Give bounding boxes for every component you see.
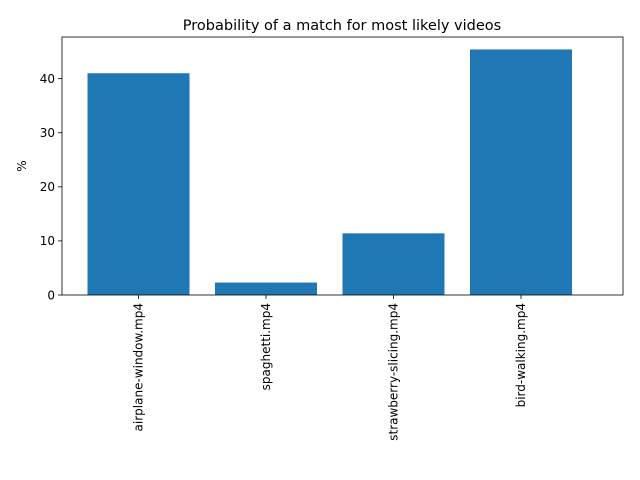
x-tick-label: airplane-window.mp4 bbox=[132, 303, 146, 431]
y-tick-label: 10 bbox=[40, 234, 55, 248]
x-tick-label: spaghetti.mp4 bbox=[259, 303, 273, 390]
y-tick-label: 20 bbox=[40, 180, 55, 194]
axes-frame bbox=[61, 36, 624, 296]
bars-layer bbox=[87, 49, 572, 296]
y-axis: 0 10 20 30 40 bbox=[40, 72, 62, 302]
y-tick-label: 30 bbox=[40, 126, 55, 140]
chart-title: Probability of a match for most likely v… bbox=[183, 18, 501, 34]
y-tick-label: 0 bbox=[47, 288, 55, 302]
x-tick-label: strawberry-slicing.mp4 bbox=[387, 303, 401, 441]
plot-frame bbox=[61, 36, 624, 296]
bar-2 bbox=[215, 282, 317, 295]
x-axis: airplane-window.mp4 spaghetti.mp4 strawber… bbox=[132, 295, 528, 441]
y-axis-label: % bbox=[15, 160, 29, 171]
bar-3 bbox=[342, 233, 445, 295]
bar-1 bbox=[87, 73, 190, 296]
y-tick-label: 40 bbox=[40, 72, 55, 86]
x-tick-label: bird-walking.mp4 bbox=[514, 303, 528, 407]
bar-4 bbox=[470, 49, 572, 295]
